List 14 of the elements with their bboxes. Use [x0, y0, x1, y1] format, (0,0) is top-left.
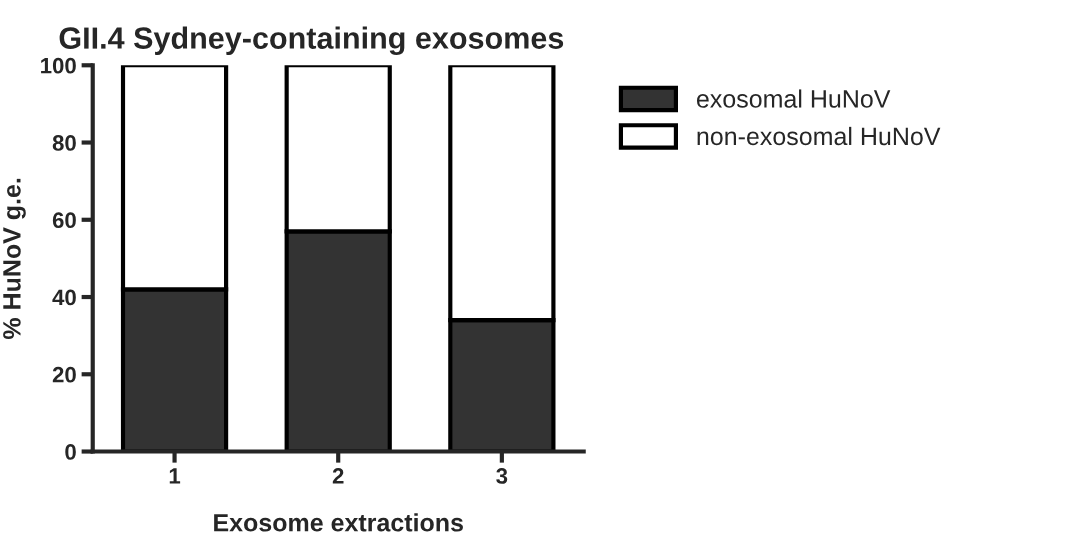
legend-label: exosomal HuNoV: [696, 89, 891, 108]
y-tick-label: 100: [41, 57, 76, 74]
y-tick-label: 60: [52, 212, 76, 229]
x-tick-label: 3: [496, 468, 508, 484]
x-axis-title: Exosome extractions: [214, 513, 463, 532]
x-tick-label: 2: [332, 468, 344, 484]
y-tick-label: 20: [52, 366, 76, 383]
legend-label: non-exosomal HuNoV: [697, 126, 941, 146]
y-axis-title: % HuNoV g.e.: [3, 178, 26, 340]
x-tick-label: 1: [169, 468, 181, 484]
chart-title: GII.4 Sydney-containing exosomes: [59, 26, 564, 56]
y-tick-label: 80: [52, 135, 76, 151]
y-tick-label: 0: [65, 444, 76, 460]
y-tick-label: 40: [52, 289, 76, 306]
